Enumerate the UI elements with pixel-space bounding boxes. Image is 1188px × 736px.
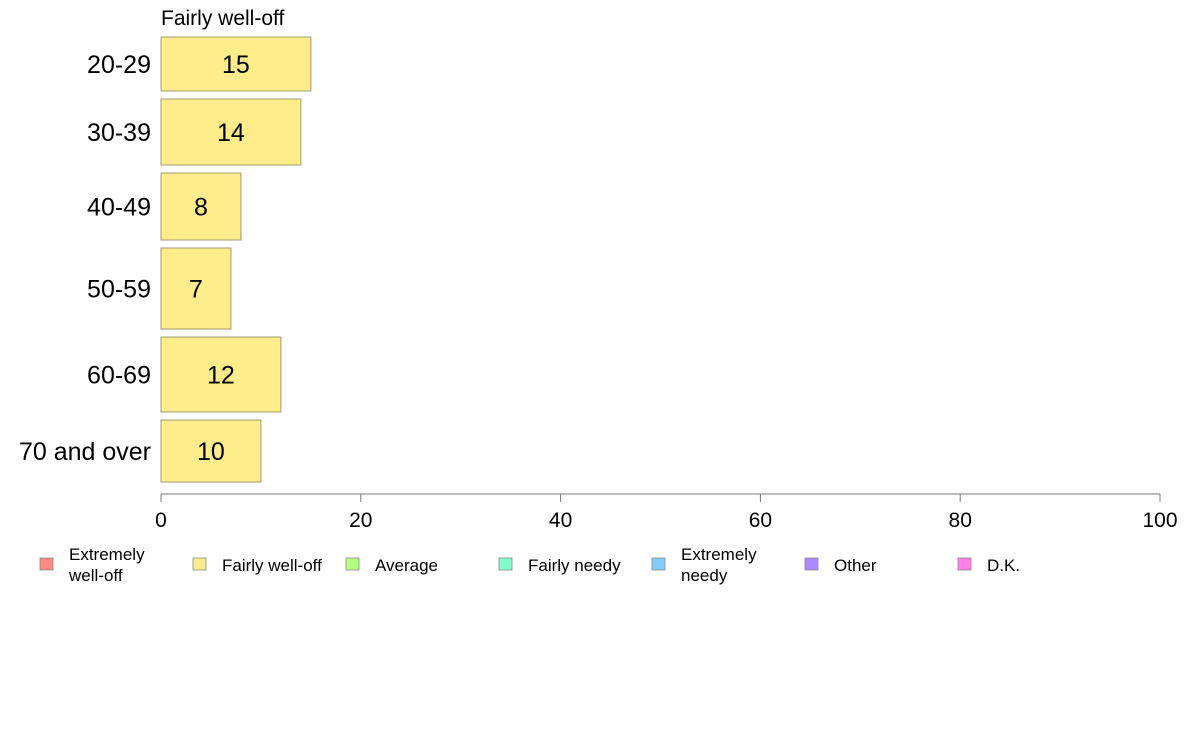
category-label: 20-29 — [87, 51, 151, 79]
legend-label: D.K. — [987, 556, 1020, 575]
x-tick-label: 0 — [155, 509, 167, 532]
category-label: 30-39 — [87, 119, 151, 147]
bar-value-label: 14 — [217, 119, 245, 147]
category-label: 60-69 — [87, 362, 151, 390]
legend-label: Extremely needy — [681, 545, 757, 585]
category-label: 50-59 — [87, 276, 151, 304]
bar-70-and-over — [160, 419, 262, 483]
x-tick-label: 80 — [949, 509, 972, 532]
legend-swatch — [345, 557, 360, 571]
bar-value-label: 15 — [222, 51, 250, 79]
legend-label: Fairly needy — [528, 556, 621, 575]
bar-value-label: 12 — [207, 362, 235, 390]
bars-group: 15 14 8 7 12 10 — [160, 36, 312, 483]
legend: Extremely well-off Fairly well-off Average F… — [39, 545, 1020, 585]
legend-swatch — [498, 557, 513, 571]
x-axis: 0 20 40 60 80 100 — [155, 493, 1178, 532]
bar-40-49 — [160, 172, 242, 241]
x-tick-label: 40 — [549, 509, 572, 532]
legend-label: Extremely well-off — [68, 545, 145, 585]
bar-value-label: 8 — [194, 194, 208, 222]
legend-swatch — [804, 557, 819, 571]
category-labels: 20-29 30-39 40-49 50-59 60-69 70 and over — [19, 51, 151, 466]
bar-value-label: 10 — [197, 438, 225, 466]
bar-50-59 — [160, 247, 232, 330]
panel-title: Fairly well-off — [161, 7, 284, 30]
category-label: 70 and over — [19, 438, 151, 466]
legend-swatch — [192, 557, 207, 571]
category-label: 40-49 — [87, 194, 151, 222]
legend-swatch — [957, 557, 972, 571]
bar-20-29 — [160, 36, 312, 92]
x-tick-label: 60 — [749, 509, 772, 532]
legend-label: Average — [375, 556, 438, 575]
x-tick-label: 100 — [1142, 509, 1177, 532]
x-tick-label: 20 — [349, 509, 372, 532]
bar-60-69 — [160, 336, 282, 413]
bar-30-39 — [160, 98, 302, 166]
legend-label: Other — [834, 556, 877, 575]
legend-label: Fairly well-off — [222, 556, 322, 575]
legend-swatch — [651, 557, 666, 571]
bar-value-label: 7 — [189, 276, 203, 304]
legend-swatch — [39, 557, 54, 571]
